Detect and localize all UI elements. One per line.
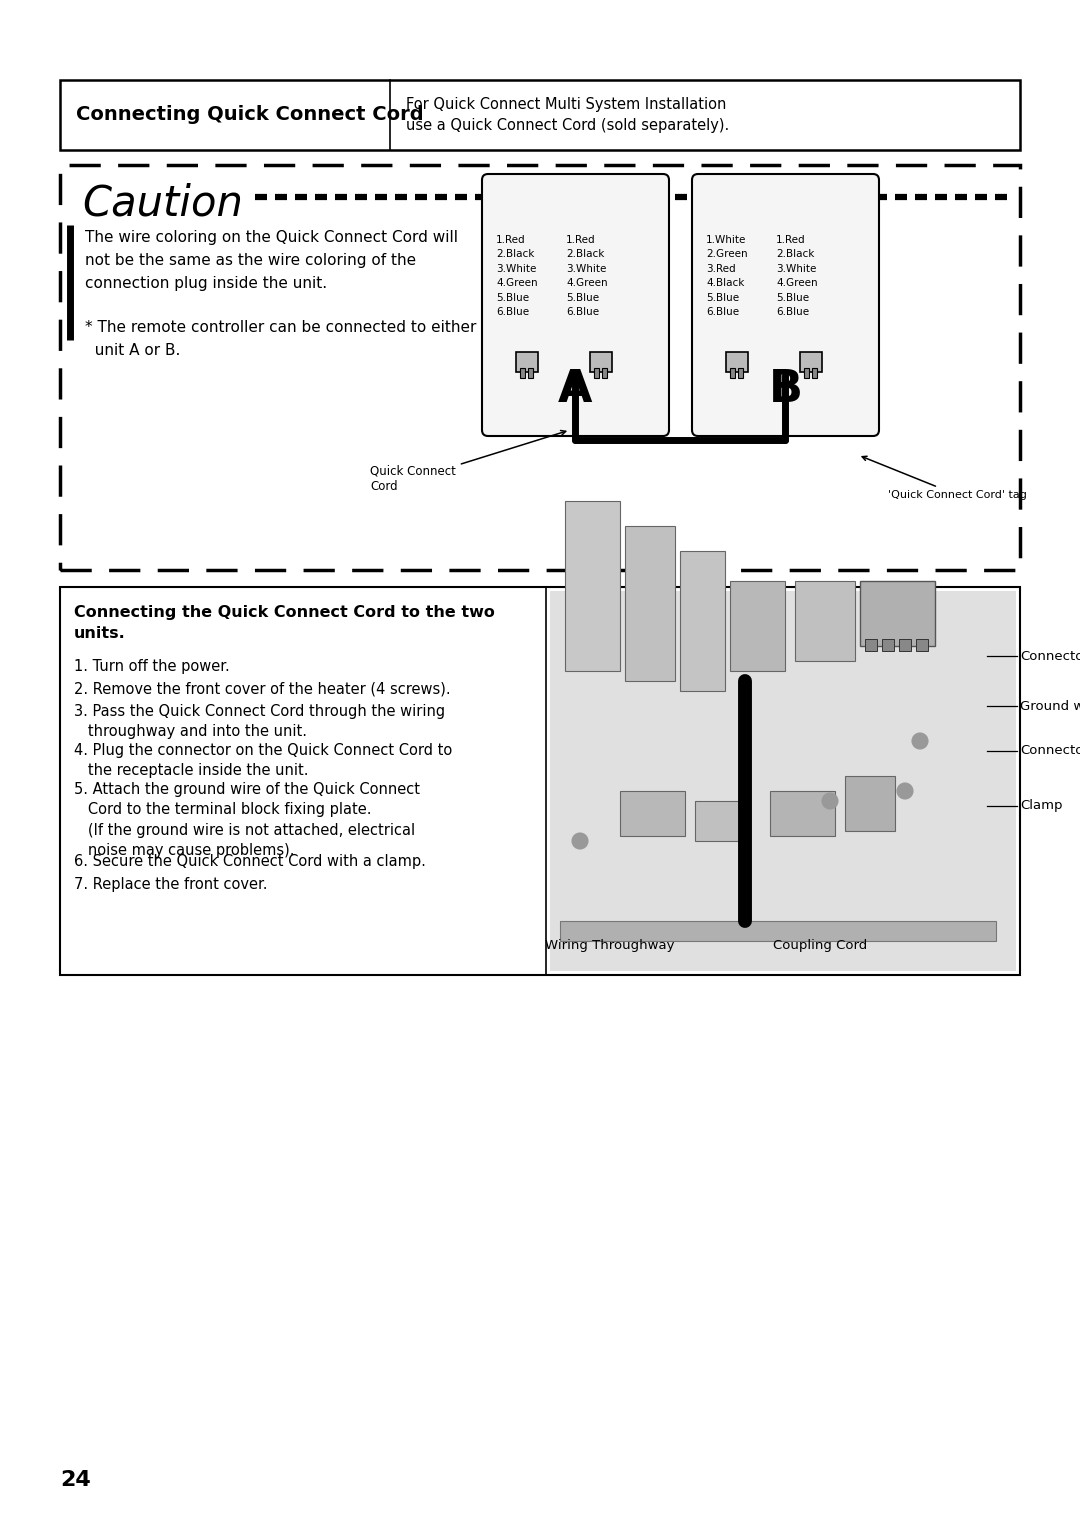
Bar bbox=[726, 351, 748, 371]
Bar bbox=[899, 639, 912, 651]
Bar bbox=[516, 351, 538, 371]
Text: 6. Secure the Quick Connect Cord with a clamp.: 6. Secure the Quick Connect Cord with a … bbox=[75, 854, 426, 869]
Bar bbox=[60, 587, 1020, 975]
Bar bbox=[620, 792, 685, 836]
Bar bbox=[602, 368, 607, 377]
Bar bbox=[594, 368, 599, 377]
Bar bbox=[60, 165, 1020, 570]
Text: Wiring Throughway: Wiring Throughway bbox=[545, 940, 675, 952]
Bar bbox=[730, 368, 735, 377]
Bar bbox=[519, 368, 525, 377]
Bar bbox=[882, 639, 894, 651]
Bar bbox=[625, 526, 675, 681]
Bar bbox=[60, 79, 1020, 150]
Bar bbox=[845, 776, 895, 831]
Text: Quick Connect
Cord: Quick Connect Cord bbox=[370, 431, 566, 494]
Bar bbox=[730, 581, 785, 671]
Bar bbox=[550, 591, 1016, 970]
Bar bbox=[550, 591, 1016, 970]
Text: For Quick Connect Multi System Installation
use a Quick Connect Cord (sold separ: For Quick Connect Multi System Installat… bbox=[406, 96, 729, 133]
Circle shape bbox=[822, 793, 838, 808]
Text: Clamp: Clamp bbox=[1020, 799, 1063, 813]
Bar bbox=[804, 368, 809, 377]
Text: * The remote controller can be connected to either
  unit A or B.: * The remote controller can be connected… bbox=[85, 319, 476, 358]
Text: Connecting Quick Connect Cord: Connecting Quick Connect Cord bbox=[76, 105, 423, 124]
Bar bbox=[795, 581, 855, 662]
Text: 1.Red
2.Black
3.White
4.Green
5.Blue
6.Blue: 1.Red 2.Black 3.White 4.Green 5.Blue 6.B… bbox=[566, 235, 608, 316]
Text: Caution: Caution bbox=[82, 183, 243, 225]
Text: 1.White
2.Green
3.Red
4.Black
5.Blue
6.Blue: 1.White 2.Green 3.Red 4.Black 5.Blue 6.B… bbox=[706, 235, 747, 316]
Circle shape bbox=[912, 733, 928, 749]
FancyBboxPatch shape bbox=[482, 174, 669, 435]
Text: 1.Red
2.Black
3.White
4.Green
5.Blue
6.Blue: 1.Red 2.Black 3.White 4.Green 5.Blue 6.B… bbox=[496, 235, 538, 316]
Text: 3. Pass the Quick Connect Cord through the wiring
   throughway and into the uni: 3. Pass the Quick Connect Cord through t… bbox=[75, 704, 445, 740]
Text: Connector: Connector bbox=[1020, 649, 1080, 663]
Text: 5. Attach the ground wire of the Quick Connect
   Cord to the terminal block fix: 5. Attach the ground wire of the Quick C… bbox=[75, 782, 420, 859]
Bar bbox=[860, 581, 935, 646]
Bar bbox=[528, 368, 534, 377]
Text: 1. Turn off the power.: 1. Turn off the power. bbox=[75, 659, 230, 674]
Bar bbox=[738, 368, 743, 377]
Text: 24: 24 bbox=[60, 1470, 91, 1490]
FancyBboxPatch shape bbox=[692, 174, 879, 435]
Bar bbox=[590, 351, 612, 371]
Bar bbox=[865, 639, 877, 651]
Bar bbox=[561, 921, 996, 941]
Circle shape bbox=[572, 833, 588, 850]
Bar bbox=[770, 792, 835, 836]
Text: 1.Red
2.Black
3.White
4.Green
5.Blue
6.Blue: 1.Red 2.Black 3.White 4.Green 5.Blue 6.B… bbox=[777, 235, 818, 316]
Circle shape bbox=[897, 782, 913, 799]
Text: B: B bbox=[769, 368, 802, 411]
Text: Connector: Connector bbox=[1020, 744, 1080, 758]
Bar bbox=[680, 552, 725, 691]
Text: 7. Replace the front cover.: 7. Replace the front cover. bbox=[75, 877, 268, 891]
Bar bbox=[565, 501, 620, 671]
Text: A: A bbox=[558, 368, 593, 411]
Text: 4. Plug the connector on the Quick Connect Cord to
   the receptacle inside the : 4. Plug the connector on the Quick Conne… bbox=[75, 743, 453, 778]
Bar bbox=[812, 368, 816, 377]
Bar bbox=[916, 639, 928, 651]
Text: Connecting the Quick Connect Cord to the two
units.: Connecting the Quick Connect Cord to the… bbox=[75, 605, 495, 642]
Bar bbox=[696, 801, 750, 840]
Text: 2. Remove the front cover of the heater (4 screws).: 2. Remove the front cover of the heater … bbox=[75, 681, 450, 697]
Bar bbox=[800, 351, 822, 371]
Text: 'Quick Connect Cord' tag: 'Quick Connect Cord' tag bbox=[862, 457, 1027, 500]
Text: Ground wire: Ground wire bbox=[1020, 700, 1080, 712]
Text: Coupling Cord: Coupling Cord bbox=[773, 940, 867, 952]
Text: The wire coloring on the Quick Connect Cord will
not be the same as the wire col: The wire coloring on the Quick Connect C… bbox=[85, 231, 458, 290]
